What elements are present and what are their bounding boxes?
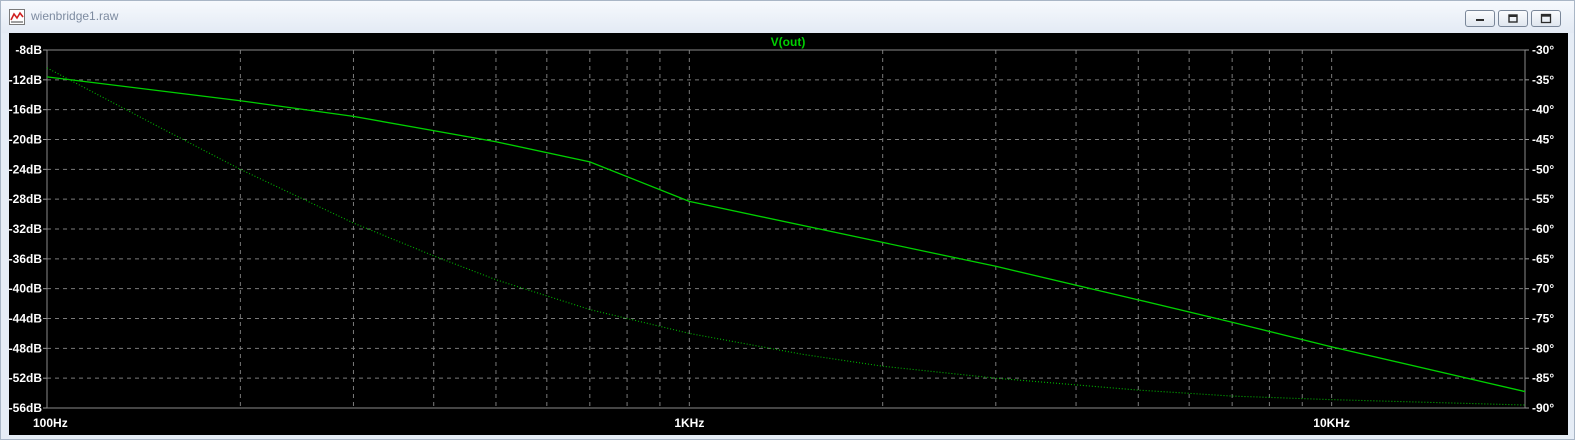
frequency-axis: 100Hz 1KHz 10KHz <box>33 416 1350 430</box>
x-tick-label: 10KHz <box>1313 416 1350 430</box>
close-button[interactable] <box>1531 10 1561 27</box>
bode-plot[interactable]: -8dB -12dB -16dB -20dB -24dB -28dB -32dB -36dB -… <box>9 33 1568 435</box>
y-right-tick-label: -55° <box>1532 192 1554 206</box>
y-left-tick-label: -28dB <box>9 192 42 206</box>
restore-icon <box>1508 14 1518 23</box>
y-left-tick-label: -8dB <box>15 43 42 57</box>
y-left-tick-label: -16dB <box>9 103 42 117</box>
y-left-tick-label: -36dB <box>9 252 42 266</box>
y-left-tick-label: -24dB <box>9 162 42 176</box>
traces <box>46 67 1526 406</box>
waveform-app-icon <box>9 9 25 25</box>
grid <box>47 50 1525 408</box>
y-left-tick-label: -56dB <box>9 401 42 415</box>
magnitude-axis: -8dB -12dB -16dB -20dB -24dB -28dB -32dB -36dB -… <box>9 43 47 415</box>
y-left-tick-label: -12dB <box>9 73 42 87</box>
phase-axis: -30° -35° -40° -45° -50° -55° -60° -65° -70° -75°… <box>1525 43 1554 415</box>
y-right-tick-label: -75° <box>1532 312 1554 326</box>
y-left-tick-label: -48dB <box>9 341 42 355</box>
y-left-tick-label: -44dB <box>9 312 42 326</box>
minimize-icon <box>1476 19 1484 21</box>
y-left-tick-label: -52dB <box>9 371 42 385</box>
y-right-tick-label: -50° <box>1532 162 1554 176</box>
window-title: wienbridge1.raw <box>31 9 119 23</box>
title-bar[interactable]: wienbridge1.raw <box>1 1 1574 33</box>
y-left-tick-label: -40dB <box>9 282 42 296</box>
chart-title[interactable]: V(out) <box>771 35 806 49</box>
minimize-button[interactable] <box>1465 10 1495 27</box>
magnitude-trace[interactable] <box>46 76 1526 393</box>
x-tick-label: 1KHz <box>674 416 704 430</box>
y-right-tick-label: -90° <box>1532 401 1554 415</box>
y-right-tick-label: -45° <box>1532 133 1554 147</box>
y-right-tick-label: -60° <box>1532 222 1554 236</box>
restore-button[interactable] <box>1498 10 1528 27</box>
y-left-tick-label: -32dB <box>9 222 42 236</box>
y-right-tick-label: -40° <box>1532 103 1554 117</box>
y-right-tick-label: -80° <box>1532 341 1554 355</box>
close-icon <box>1540 13 1552 24</box>
y-left-tick-label: -20dB <box>9 133 42 147</box>
y-right-tick-label: -65° <box>1532 252 1554 266</box>
x-tick-label: 100Hz <box>33 416 68 430</box>
plot-pane[interactable]: -8dB -12dB -16dB -20dB -24dB -28dB -32dB -36dB -… <box>9 33 1568 435</box>
phase-trace[interactable] <box>46 67 1526 406</box>
y-right-tick-label: -35° <box>1532 73 1554 87</box>
y-right-tick-label: -85° <box>1532 371 1554 385</box>
y-right-tick-label: -30° <box>1532 43 1554 57</box>
y-right-tick-label: -70° <box>1532 282 1554 296</box>
